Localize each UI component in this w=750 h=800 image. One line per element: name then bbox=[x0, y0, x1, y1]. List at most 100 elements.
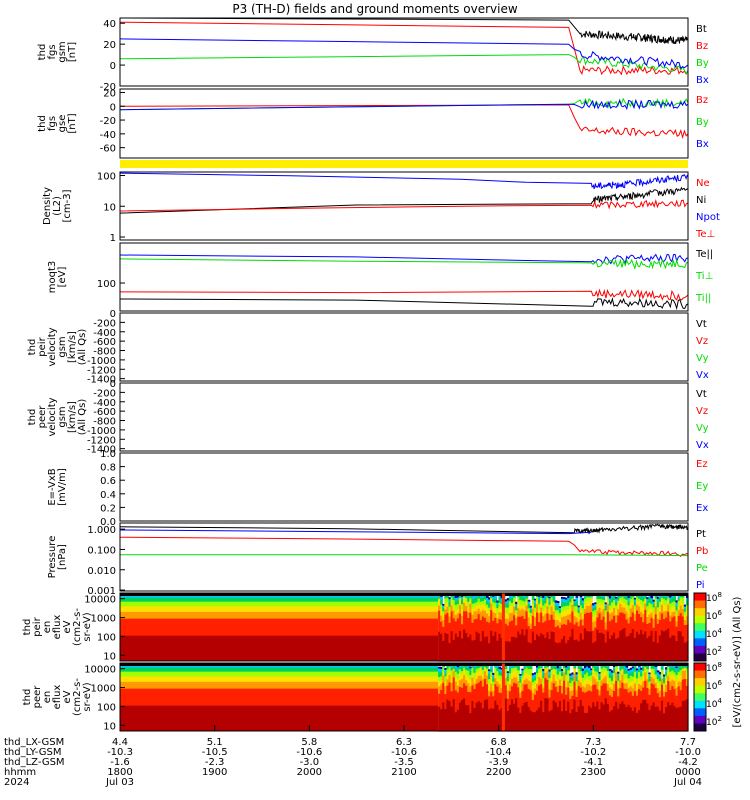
spectrogram-cell bbox=[613, 705, 616, 732]
spectrogram-cell bbox=[494, 631, 497, 662]
ytick-label: -40 bbox=[100, 130, 116, 141]
spectrogram-cell bbox=[581, 677, 585, 683]
spectrogram-cell bbox=[452, 670, 456, 678]
spectrogram-cell bbox=[444, 597, 448, 605]
spectrogram-cell bbox=[675, 605, 679, 611]
spectrogram-cell bbox=[598, 679, 602, 686]
spectrogram-cell bbox=[629, 616, 633, 634]
spectrogram-cell bbox=[673, 705, 677, 732]
spectrogram-cell bbox=[498, 633, 502, 662]
ylabel: thd bbox=[27, 339, 38, 356]
spectrogram-cell bbox=[538, 684, 541, 708]
spectrogram-cell bbox=[573, 600, 577, 604]
spectrogram-cell bbox=[642, 621, 645, 635]
spectrogram-cell bbox=[656, 606, 660, 612]
spectrogram-cell bbox=[669, 614, 672, 622]
spectrogram-cell bbox=[460, 615, 464, 625]
spectrogram-cell bbox=[552, 619, 556, 633]
spectrogram-cell bbox=[590, 603, 593, 613]
spectrogram-cell bbox=[467, 617, 470, 638]
spectrogram-cell bbox=[535, 599, 539, 605]
spectrogram-cell bbox=[488, 670, 491, 675]
spectrogram-cell bbox=[600, 673, 604, 681]
spectrogram-cell bbox=[531, 608, 535, 616]
spectrogram-cell bbox=[565, 605, 568, 611]
spectrogram-cell bbox=[442, 607, 445, 612]
spectrogram-cell bbox=[577, 609, 581, 613]
spectrogram-cell bbox=[523, 600, 527, 607]
spectrogram-cell bbox=[685, 678, 689, 686]
spectrogram-cell bbox=[667, 669, 670, 676]
spectrogram-cell bbox=[613, 599, 616, 605]
spectrogram-cell bbox=[515, 613, 518, 618]
spectrogram-cell bbox=[479, 680, 483, 703]
spectrogram-cell bbox=[529, 628, 533, 644]
spectrogram-cell bbox=[492, 685, 495, 692]
spectrogram-cell bbox=[504, 600, 508, 604]
spectrogram-cell bbox=[546, 605, 550, 614]
spectrogram-cell bbox=[504, 697, 508, 732]
spectrogram-cell bbox=[675, 613, 679, 622]
spectrogram-cell bbox=[606, 603, 610, 612]
spectrogram-cell bbox=[496, 617, 500, 624]
spectrogram-cell bbox=[517, 665, 520, 671]
spectrogram-cell bbox=[673, 605, 677, 612]
ylabel: [eV] bbox=[57, 267, 68, 288]
spectrogram-cell bbox=[658, 619, 662, 636]
spectrogram-cell bbox=[504, 599, 508, 602]
spectrogram-cell bbox=[604, 605, 608, 611]
ylabel: gsm bbox=[57, 336, 68, 357]
spectrogram-cell bbox=[496, 704, 500, 732]
spectrogram-cell bbox=[654, 673, 658, 679]
spectrogram-cell bbox=[625, 682, 629, 690]
spectrogram-cell bbox=[548, 600, 552, 605]
spectrogram-cell bbox=[567, 669, 570, 676]
spectrogram-cell bbox=[454, 597, 458, 601]
spectrogram-cell bbox=[588, 683, 591, 691]
spectrogram-cell bbox=[488, 683, 491, 691]
spectrogram-cell bbox=[598, 594, 602, 599]
spectrogram-cell bbox=[675, 687, 679, 696]
spectrogram-cell bbox=[585, 668, 589, 673]
xtick-value: 4.4 bbox=[112, 737, 128, 748]
spectrogram-cell bbox=[485, 683, 489, 700]
spectrogram-cell bbox=[617, 683, 620, 689]
spectrogram-cell bbox=[665, 629, 668, 662]
spectrogram-cell bbox=[508, 664, 512, 669]
spectrogram-cell bbox=[508, 672, 512, 680]
spectrogram-cell bbox=[521, 628, 525, 662]
spectrogram-cell bbox=[585, 600, 589, 606]
spectrogram-cell bbox=[671, 702, 675, 732]
spectrogram-cell bbox=[602, 665, 606, 672]
spectrogram-cell bbox=[631, 667, 635, 672]
spectrogram-cell bbox=[638, 709, 641, 732]
ylabel: [nPa] bbox=[57, 544, 68, 570]
spectrogram-cell bbox=[456, 603, 460, 609]
spectrogram-cell bbox=[488, 597, 491, 600]
spectrogram-cell bbox=[560, 598, 564, 602]
ytick-label: -1400 bbox=[87, 375, 116, 386]
spectrogram-cell bbox=[556, 678, 560, 686]
spectrogram-cell bbox=[442, 640, 445, 662]
spectrogram-cell bbox=[625, 618, 629, 637]
spectrogram-cell bbox=[592, 604, 595, 609]
colorbar-step bbox=[694, 623, 706, 632]
spectrogram-cell bbox=[669, 689, 672, 706]
spectrogram-cell bbox=[513, 605, 516, 616]
spectrogram-cell bbox=[438, 610, 441, 632]
spectrogram-cell bbox=[646, 637, 650, 662]
spectrogram-cell bbox=[513, 636, 516, 662]
spectrogram-cell bbox=[625, 636, 629, 662]
spectrogram-cell bbox=[440, 679, 443, 685]
panel-fgs_gsm bbox=[119, 17, 689, 87]
spectrogram-cell bbox=[623, 627, 627, 662]
spectrogram-cell bbox=[456, 636, 460, 662]
spectrogram-cell bbox=[592, 684, 595, 703]
spectrogram-cell bbox=[635, 695, 639, 713]
spectrogram-cell bbox=[683, 624, 687, 643]
spectrogram-cell bbox=[625, 667, 629, 670]
spectrogram-cell bbox=[673, 671, 677, 677]
spectrogram-cell bbox=[573, 602, 577, 607]
spectrogram-cell bbox=[590, 680, 593, 687]
spectrogram-cell bbox=[656, 598, 660, 603]
